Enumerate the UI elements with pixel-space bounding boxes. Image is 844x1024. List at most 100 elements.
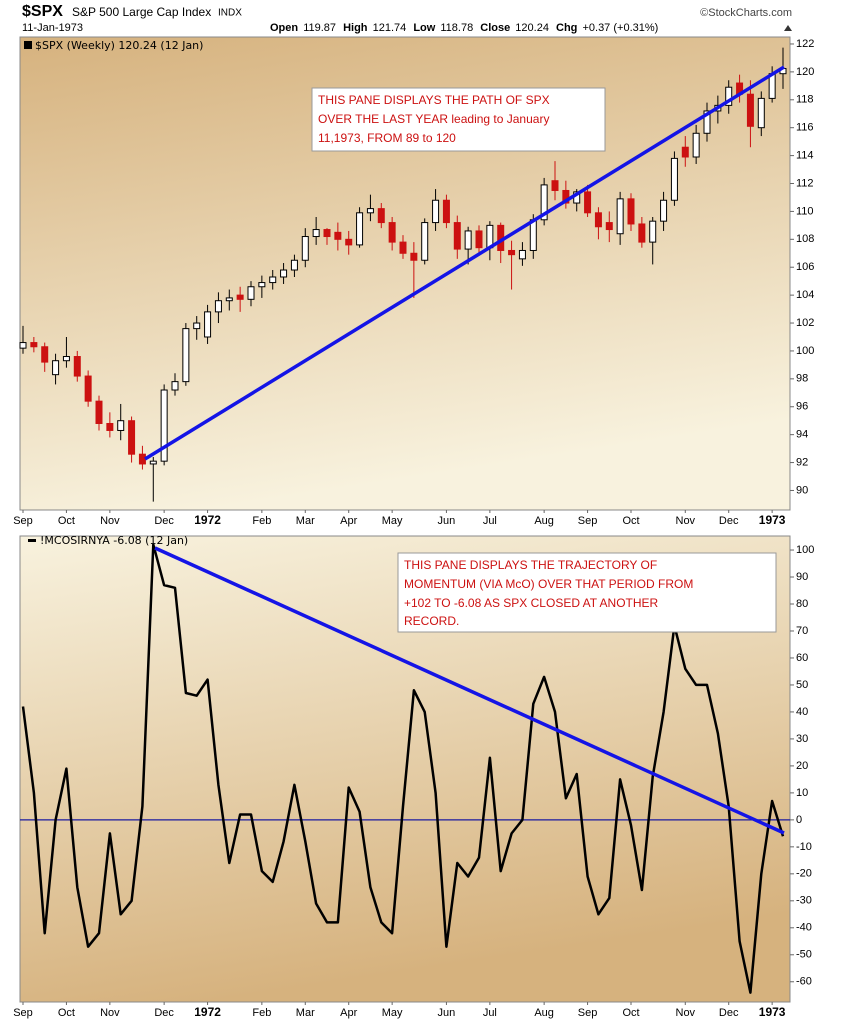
low-label: Low (413, 22, 435, 34)
candle-body (529, 219, 537, 251)
y-tick-label: -30 (796, 895, 812, 907)
candle-body (73, 356, 81, 377)
annotation-line: MOMENTUM (VIA McO) OVER THAT PERIOD FROM (404, 577, 693, 591)
candle-body (746, 93, 754, 127)
candle-body (334, 231, 342, 240)
close-value: 120.24 (515, 22, 549, 34)
x-tick-label: Oct (58, 515, 75, 527)
candle-body (193, 322, 201, 330)
y-tick-label: 90 (796, 571, 808, 583)
candle-body (692, 132, 700, 158)
x-tick-label: Aug (534, 515, 554, 527)
annotation-line: THIS PANE DISPLAYS THE TRAJECTORY OF (404, 558, 657, 572)
annotation-box (397, 552, 777, 633)
x-tick-label: Dec (719, 515, 739, 527)
x-tick-label: Jul (483, 1007, 497, 1019)
candle-body (106, 422, 114, 431)
open-value: 119.87 (303, 22, 336, 34)
y-tick-label: -40 (796, 922, 812, 934)
x-tick-label: Sep (578, 515, 598, 527)
y-tick-label: 118 (796, 94, 814, 106)
candle-body (356, 212, 364, 246)
y-tick-label: 116 (796, 122, 814, 134)
low-value: 118.78 (440, 22, 473, 34)
candle-body (475, 230, 483, 249)
open-label: Open (270, 22, 298, 34)
candle-body (366, 208, 374, 214)
annotation-line: OVER THE LAST YEAR leading to January (318, 112, 549, 126)
candle-body (160, 389, 168, 462)
y-tick-label: 104 (796, 289, 814, 301)
x-tick-label: 1973 (759, 1005, 786, 1019)
candle-body (269, 276, 277, 284)
y-tick-label: 120 (796, 66, 814, 78)
x-tick-label: 1973 (759, 513, 786, 527)
candle-body (660, 199, 668, 222)
chg-label: Chg (556, 22, 577, 34)
candle-body (312, 229, 320, 238)
x-tick-label: Nov (100, 1007, 120, 1019)
candle-body (280, 269, 288, 278)
x-tick-label: Nov (676, 515, 696, 527)
source: ©StockCharts.com (700, 7, 792, 19)
x-tick-label: Oct (622, 515, 639, 527)
index-name: S&P 500 Large Cap Index (72, 5, 211, 19)
y-tick-label: 110 (796, 205, 814, 217)
candle-body (410, 252, 418, 261)
candle-body (171, 381, 179, 391)
x-tick-label: Sep (13, 1007, 33, 1019)
y-tick-label: 40 (796, 706, 808, 718)
high-value: 121.74 (373, 22, 407, 34)
candle-body (594, 212, 602, 228)
y-tick-label: 114 (796, 150, 814, 162)
candle-body (204, 311, 212, 338)
y-tick-label: 122 (796, 38, 814, 50)
y-tick-label: 102 (796, 317, 814, 329)
x-tick-label: Jul (483, 515, 497, 527)
x-tick-label: 1972 (194, 1005, 221, 1019)
y-tick-label: 98 (796, 373, 808, 385)
candle-body (388, 222, 396, 243)
candle-body (681, 146, 689, 158)
y-tick-label: 20 (796, 760, 808, 772)
candle-body (258, 282, 266, 288)
candle-body (421, 222, 429, 261)
x-tick-label: Dec (154, 515, 174, 527)
candle-body (540, 184, 548, 221)
y-tick-label: -20 (796, 868, 812, 880)
quote-summary: Open 119.87 High 121.74 Low 118.78 Close… (270, 22, 658, 34)
candle-body (19, 342, 27, 349)
exchange: INDX (218, 8, 242, 19)
y-tick-label: 80 (796, 598, 808, 610)
legend-icon (24, 41, 32, 49)
candle-body (757, 97, 765, 129)
x-tick-label: 1972 (194, 513, 221, 527)
candle-body (247, 286, 255, 300)
y-tick-label: 70 (796, 625, 808, 637)
y-tick-label: 112 (796, 177, 814, 189)
y-tick-label: 108 (796, 233, 814, 245)
candle-body (149, 460, 157, 465)
x-tick-label: Aug (534, 1007, 554, 1019)
candle-body (442, 199, 450, 224)
candle-body (670, 157, 678, 201)
y-tick-label: 100 (796, 544, 814, 556)
x-tick-label: Apr (340, 1007, 357, 1019)
candle-body (453, 222, 461, 250)
close-label: Close (480, 22, 510, 34)
annotation-box (311, 87, 606, 152)
x-tick-label: Apr (340, 515, 357, 527)
x-tick-label: Mar (296, 1007, 315, 1019)
x-tick-label: Feb (252, 515, 271, 527)
candle-body (464, 230, 472, 250)
candle-body (84, 375, 92, 402)
candle-body (584, 191, 592, 214)
y-tick-label: -10 (796, 841, 812, 853)
y-tick-label: 90 (796, 484, 808, 496)
x-tick-label: Sep (13, 515, 33, 527)
x-tick-label: Oct (58, 1007, 75, 1019)
candle-body (301, 236, 309, 261)
candle-body (214, 300, 222, 313)
x-tick-label: Feb (252, 1007, 271, 1019)
